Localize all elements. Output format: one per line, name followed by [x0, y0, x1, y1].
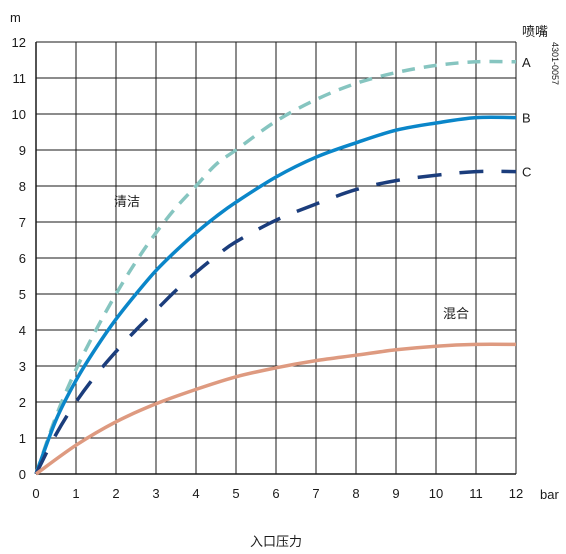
- series-label-B: B: [522, 111, 531, 126]
- series-label-A: A: [522, 55, 531, 70]
- annotation-mix: 混合: [443, 306, 469, 321]
- y-tick-label: 9: [19, 143, 26, 158]
- figure-code: 4301-0057: [550, 42, 560, 85]
- x-tick-label: 12: [509, 486, 523, 501]
- y-tick-label: 1: [19, 431, 26, 446]
- x-tick-label: 0: [32, 486, 39, 501]
- y-tick-label: 6: [19, 251, 26, 266]
- y-tick-label: 4: [19, 323, 26, 338]
- y-tick-label: 3: [19, 359, 26, 374]
- legend-title: 喷嘴: [522, 24, 548, 39]
- series-line-C: [34, 169, 517, 475]
- y-tick-label: 5: [19, 287, 26, 302]
- x-tick-label: 6: [272, 486, 279, 501]
- x-tick-label: 3: [152, 486, 159, 501]
- x-axis-label: 入口压力: [250, 534, 302, 549]
- series-line-B: [34, 115, 517, 475]
- x-tick-label: 2: [112, 486, 119, 501]
- y-tick-label: 7: [19, 215, 26, 230]
- x-tick-label: 11: [469, 486, 483, 501]
- y-tick-label: 2: [19, 395, 26, 410]
- annotation-clean: 清洁: [114, 194, 140, 209]
- x-tick-label: 10: [429, 486, 443, 501]
- x-tick-label: 7: [312, 486, 319, 501]
- series-labels: A B C: [522, 55, 531, 180]
- y-tick-label: 8: [19, 179, 26, 194]
- y-tick-label: 11: [13, 71, 27, 86]
- y-axis-unit: m: [10, 10, 21, 25]
- series-label-C: C: [522, 165, 531, 180]
- grid: [35, 41, 517, 475]
- x-tick-label: 4: [192, 486, 199, 501]
- x-axis-unit: bar: [540, 487, 559, 502]
- y-tick-label: 10: [12, 107, 26, 122]
- x-tick-label: 9: [392, 486, 399, 501]
- x-tick-label: 1: [72, 486, 79, 501]
- y-tick-label: 12: [12, 35, 26, 50]
- series-lines: [34, 59, 517, 476]
- x-tick-label: 5: [232, 486, 239, 501]
- series-line-mix: [34, 342, 517, 476]
- x-tick-label: 8: [352, 486, 359, 501]
- y-tick-label: 0: [19, 467, 26, 482]
